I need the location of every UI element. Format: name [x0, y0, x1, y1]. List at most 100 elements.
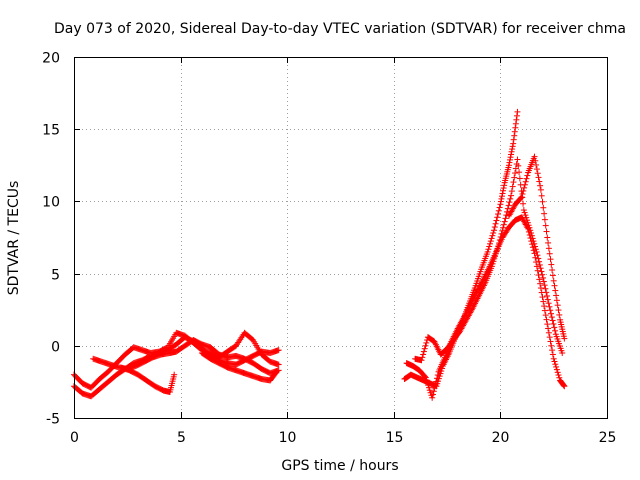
data-point	[499, 190, 506, 197]
data-point	[533, 263, 540, 270]
data-point	[551, 358, 558, 365]
data-point	[539, 294, 546, 301]
data-point	[539, 271, 546, 278]
data-point	[506, 199, 513, 206]
data-point	[491, 255, 498, 262]
data-point	[560, 381, 567, 388]
data-point	[550, 320, 557, 327]
data-point	[498, 195, 505, 202]
data-point	[548, 310, 555, 317]
data-point	[525, 222, 532, 229]
data-point	[492, 253, 499, 260]
data-point	[561, 383, 568, 390]
data-point	[425, 384, 432, 391]
data-point	[561, 335, 568, 342]
x-tick-label: 20	[492, 430, 510, 446]
data-point	[500, 185, 507, 192]
data-point	[423, 377, 430, 384]
y-tick-label: 0	[51, 340, 60, 356]
data-point	[272, 369, 279, 376]
data-point	[420, 348, 427, 355]
data-point	[424, 379, 431, 386]
data-point	[521, 209, 528, 216]
data-point	[498, 230, 505, 237]
data-point	[542, 222, 549, 229]
data-point	[485, 246, 492, 253]
data-point	[536, 258, 543, 265]
data-point	[489, 260, 496, 267]
data-points	[71, 108, 568, 401]
series-track-5	[198, 350, 280, 384]
series-track-4	[117, 364, 178, 396]
data-point	[506, 159, 513, 166]
data-point	[507, 154, 514, 161]
data-point	[494, 214, 501, 221]
data-point	[545, 329, 552, 336]
data-point	[484, 248, 491, 255]
data-point	[531, 153, 538, 160]
data-point	[534, 170, 541, 177]
data-point	[505, 202, 512, 209]
data-point	[504, 205, 511, 212]
chart-title: Day 073 of 2020, Sidereal Day-to-day VTE…	[54, 21, 626, 37]
data-point	[493, 217, 500, 224]
data-point	[546, 303, 553, 310]
data-point	[529, 235, 536, 242]
data-point	[553, 363, 560, 370]
data-point	[544, 292, 551, 299]
data-point	[528, 232, 535, 239]
data-point	[544, 296, 551, 303]
data-point	[522, 212, 529, 219]
data-point	[512, 124, 519, 131]
data-point	[510, 140, 517, 147]
data-point	[500, 224, 507, 231]
data-point	[541, 307, 548, 314]
data-point	[507, 195, 514, 202]
data-point	[553, 366, 560, 373]
series-track-6	[401, 108, 521, 390]
data-point	[479, 277, 486, 284]
x-tick-label: 5	[177, 430, 186, 446]
data-point	[516, 175, 523, 182]
data-point	[508, 188, 515, 195]
series-track-9	[505, 153, 568, 342]
data-point	[491, 224, 498, 231]
data-point	[552, 361, 559, 368]
data-point	[421, 373, 428, 380]
data-point	[433, 375, 440, 382]
data-point	[534, 252, 541, 259]
data-point	[275, 361, 282, 368]
data-point	[540, 298, 547, 305]
data-point	[493, 248, 500, 255]
y-tick-label: 15	[42, 123, 60, 139]
data-point	[536, 178, 543, 185]
data-point	[541, 282, 548, 289]
data-point	[492, 220, 499, 227]
data-point	[542, 285, 549, 292]
data-point	[541, 303, 548, 310]
data-point	[536, 261, 543, 268]
data-point	[497, 233, 504, 240]
data-point	[555, 307, 562, 314]
data-point	[548, 314, 555, 321]
data-point	[516, 169, 523, 176]
x-tick-label: 15	[386, 430, 404, 446]
data-point	[545, 245, 552, 252]
data-point	[514, 156, 521, 163]
data-point	[541, 216, 548, 223]
data-point	[535, 255, 542, 262]
data-point	[526, 224, 533, 231]
data-point	[490, 229, 497, 236]
data-point	[524, 219, 531, 226]
data-point	[548, 342, 555, 349]
axes: 0 5 10 15 20 25 -5 0 5 10 15 20	[42, 51, 616, 447]
data-point	[556, 311, 563, 318]
data-point	[420, 351, 427, 358]
data-point	[533, 248, 540, 255]
data-point	[543, 228, 550, 235]
data-point	[273, 368, 280, 375]
data-point	[533, 161, 540, 168]
plot-frame	[74, 57, 608, 419]
data-point	[537, 285, 544, 292]
